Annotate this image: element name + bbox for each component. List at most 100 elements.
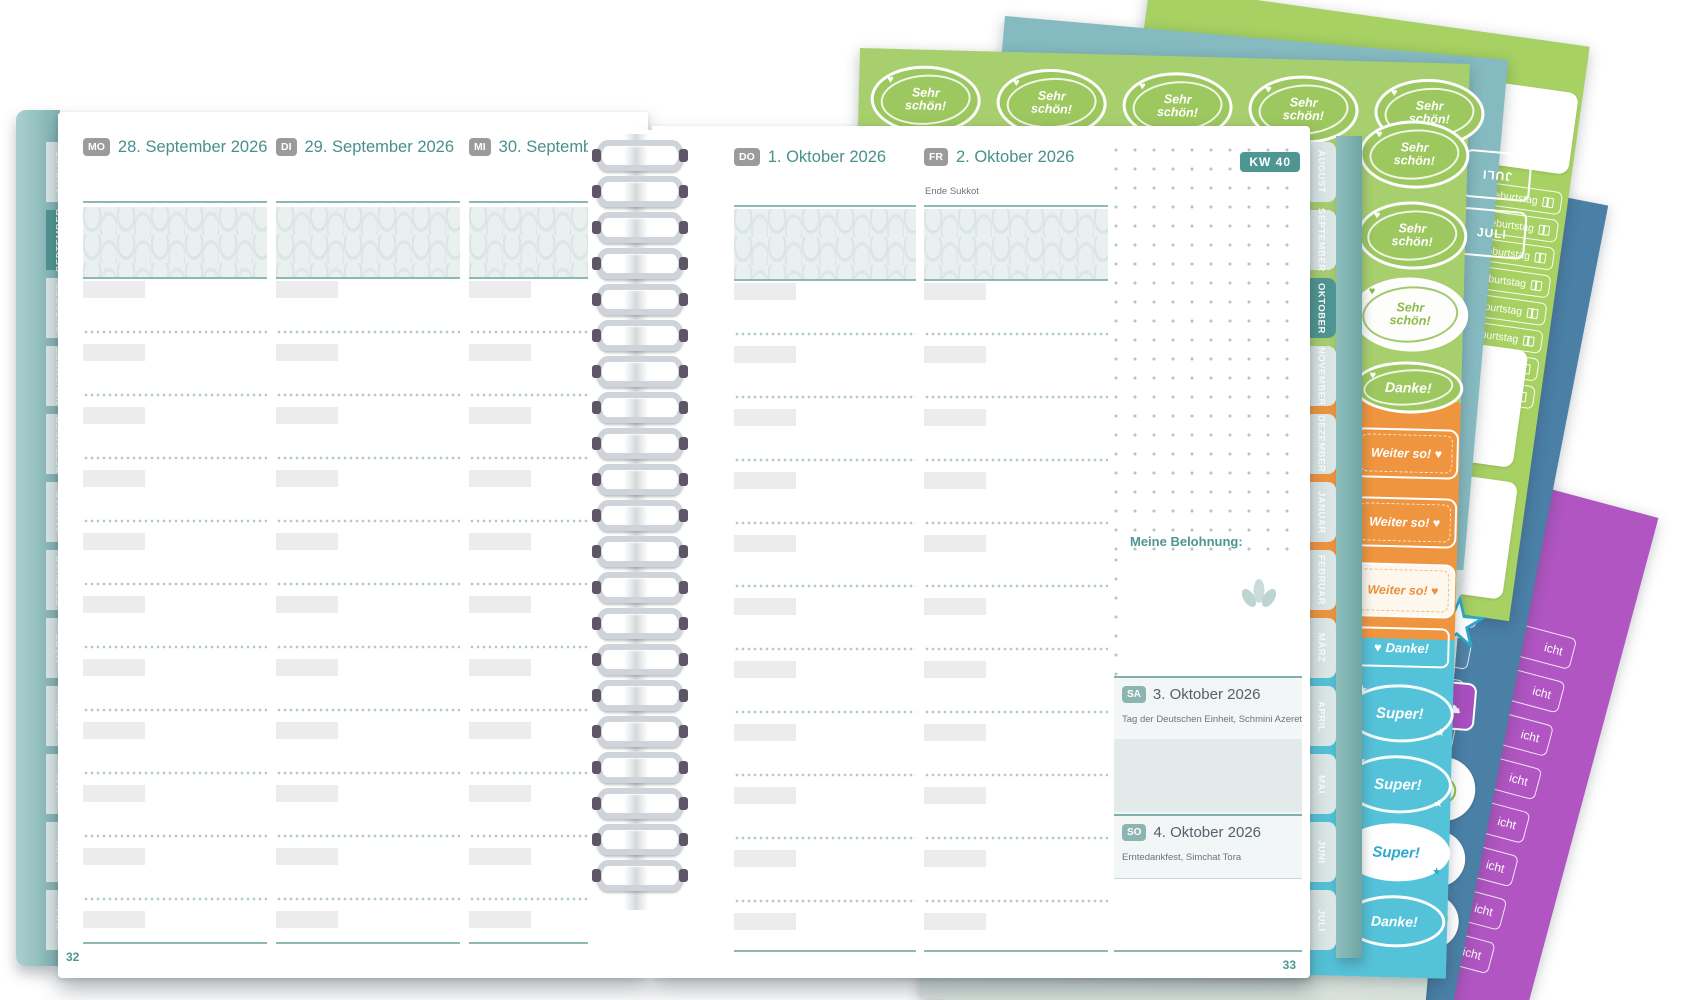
day-header: MO 28. September 2026: [83, 138, 267, 157]
heart-icon: ♥: [1369, 369, 1377, 382]
sunday-section: SO 4. Oktober 2026 Erntedankfest, Simchat…: [1114, 814, 1302, 879]
divider: [469, 942, 637, 944]
day-badge: MI: [469, 138, 491, 156]
spiral-binding: [592, 134, 688, 910]
spiral-coil: [592, 680, 688, 711]
heart-icon: ♥: [1373, 639, 1382, 655]
weekend-sidebar: KW 40 Meine Belohnung: SA 3. Oktober 2026…: [1114, 126, 1302, 978]
day-header: FR 2. Oktober 2026: [924, 148, 1108, 167]
week-number-badge: KW 40: [1240, 152, 1300, 172]
pattern-block: [924, 209, 1108, 281]
planner-cover-right-edge: [1336, 136, 1362, 958]
heart-icon: ♥: [1434, 447, 1443, 462]
spiral-coil: [592, 572, 688, 603]
spiral-coil: [592, 284, 688, 315]
heart-icon: ♥: [1264, 83, 1272, 96]
spiral-coil: [592, 176, 688, 207]
sehr-schoen-sticker: ♥ Sehr schön!: [1356, 200, 1469, 271]
day-note: Ende Sukkot: [925, 186, 979, 197]
reward-label: Meine Belohnung:: [1130, 534, 1243, 549]
spiral-coil: [592, 464, 688, 495]
day-badge: MO: [83, 138, 110, 156]
planner-page-left: MO 28. September 2026 DI 29. September 202…: [58, 112, 648, 978]
heart-icon: ♥: [887, 73, 894, 86]
spiral-coil: [592, 824, 688, 855]
tab-maerz: MÄRZ: [1306, 618, 1336, 678]
month-tab-column-right: AUGUST SEPTEMBER OKTOBER NOVEMBER DEZEMB…: [1306, 142, 1336, 950]
pattern-block: [83, 207, 267, 279]
page-number-right: 33: [1282, 958, 1296, 972]
spiral-coil: [592, 536, 688, 567]
day-badge: DI: [276, 138, 297, 156]
divider: [734, 205, 916, 207]
spiral-coil: [592, 140, 688, 171]
divider: [83, 201, 267, 203]
day-column-thursday: DO 1. Oktober 2026: [734, 126, 916, 978]
day-date: 29. September 2026: [304, 138, 455, 156]
day-rows: [924, 283, 1108, 947]
month-tab-sticker-flipped: JULI: [1461, 148, 1533, 203]
spiral-coil: [592, 716, 688, 747]
tab-september: SEPTEMBER: [1306, 208, 1336, 272]
spiral-coil: [592, 320, 688, 351]
spiral-coil: [592, 644, 688, 675]
day-rows: [83, 281, 267, 941]
danke-sticker: ♥ Danke!: [1352, 626, 1451, 669]
day-header: DO 1. Oktober 2026: [734, 148, 916, 167]
planner-page-right: DO 1. Oktober 2026 FR 2. Oktober 2026 Ende…: [652, 126, 1310, 978]
tab-mai: MAI: [1306, 754, 1336, 814]
star-icon: ★: [1434, 798, 1443, 809]
sehr-schoen-sticker-white: ♥ Sehr schön!: [1351, 275, 1470, 353]
day-date: 1. Oktober 2026: [767, 148, 887, 166]
day-badge: SA: [1122, 686, 1146, 703]
spiral-coil: [592, 860, 688, 891]
heart-icon: ♥: [1368, 285, 1376, 298]
day-date: 2. Oktober 2026: [956, 148, 1075, 166]
day-column-monday: MO 28. September 2026: [83, 112, 267, 978]
saturday-section: SA 3. Oktober 2026 Tag der Deutschen Einh…: [1114, 676, 1302, 814]
heart-icon: ♥: [1012, 77, 1020, 90]
weiter-so-sticker: Weiter so! ♥: [1353, 427, 1460, 480]
spiral-coil: [592, 608, 688, 639]
divider: [924, 205, 1108, 207]
day-date: 4. Oktober 2026: [1153, 824, 1262, 841]
holiday-note: Tag der Deutschen Einheit, Schmini Azere…: [1122, 714, 1303, 725]
tab-februar: FEBRUAR: [1306, 550, 1336, 610]
day-rows: [276, 281, 460, 941]
spiral-coil: [592, 212, 688, 243]
tab-august: AUGUST: [1306, 142, 1336, 202]
heart-icon: ♥: [1432, 516, 1441, 531]
tab-juli: JULI: [1306, 890, 1336, 950]
heart-icon: ♥: [1138, 80, 1146, 93]
star-icon: ★: [1436, 727, 1445, 738]
day-column-friday: FR 2. Oktober 2026 Ende Sukkot: [924, 126, 1108, 978]
dot-grid: [1114, 148, 1302, 558]
divider: [469, 201, 637, 203]
divider: [1114, 950, 1302, 952]
danke-sticker: ♥ Danke!: [1352, 360, 1464, 415]
pattern-block: [734, 209, 916, 281]
weiter-so-sticker: Weiter so! ♥: [1352, 496, 1458, 549]
sehr-schoen-sticker: ♥ Sehr schön!: [869, 64, 982, 136]
heart-icon: ♥: [1373, 209, 1381, 222]
tab-juni: JUNI: [1306, 822, 1336, 882]
heart-icon: ♥: [1390, 86, 1398, 100]
tab-dezember: DEZEMBER: [1306, 414, 1336, 474]
tab-oktober-active: OKTOBER: [1306, 278, 1336, 338]
day-date: 28. September 2026: [117, 138, 268, 156]
spiral-coil: [592, 248, 688, 279]
day-header: DI 29. September 2026: [276, 138, 460, 157]
leaf-decoration-icon: [1240, 578, 1278, 613]
day-date: 3. Oktober 2026: [1152, 686, 1261, 703]
day-rows: [734, 283, 916, 947]
holiday-note: Erntedankfest, Simchat Tora: [1122, 852, 1242, 863]
divider: [276, 942, 460, 944]
spiral-coil: [592, 788, 688, 819]
tab-april: APRIL: [1306, 686, 1336, 746]
day-badge: FR: [924, 148, 948, 166]
spiral-coil: [592, 428, 688, 459]
star-icon: ★: [1432, 866, 1441, 877]
tab-november: NOVEMBER: [1306, 346, 1336, 406]
day-header: SO 4. Oktober 2026: [1122, 824, 1261, 842]
divider: [276, 201, 460, 203]
